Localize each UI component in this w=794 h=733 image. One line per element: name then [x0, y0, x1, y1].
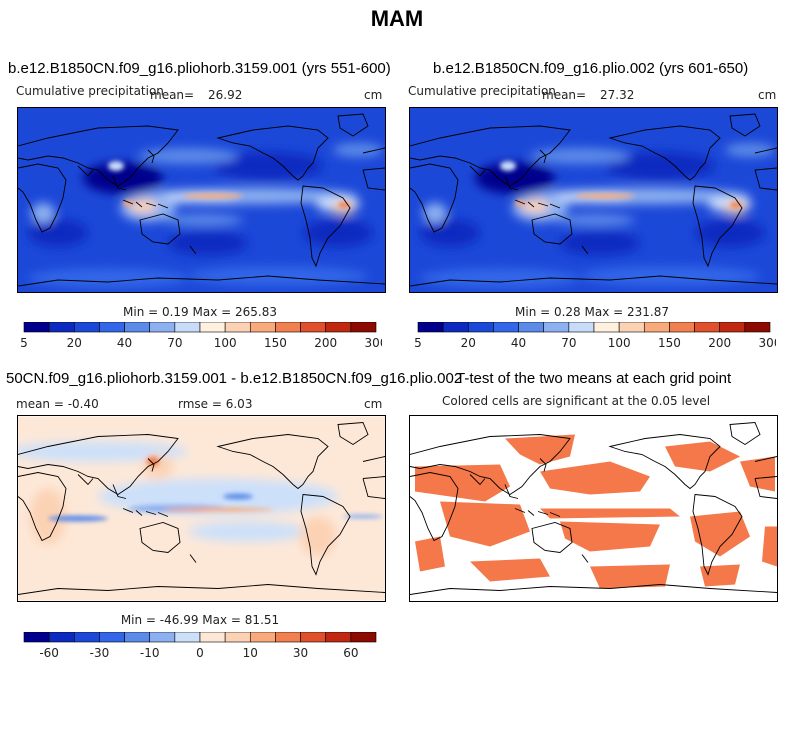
- colorbar-swatch: [275, 632, 301, 643]
- panel-3-mean: mean = -0.40: [16, 397, 99, 411]
- colorbar-tick-label: 20: [461, 336, 476, 350]
- colorbar-swatch: [694, 322, 721, 333]
- colorbar-tick-label: 5: [20, 336, 28, 350]
- panel-1-title: b.e12.B1850CN.f09_g16.pliohorb.3159.001 …: [8, 60, 391, 77]
- colorbar-swatch: [199, 322, 226, 333]
- colorbar-tick-label: 5: [414, 336, 422, 350]
- colorbar-swatch: [224, 322, 251, 333]
- colorbar-swatch: [669, 322, 695, 333]
- panel-2-colorbar: 5 20 40 70 100 150 200 300: [414, 322, 776, 350]
- colorbar-swatch: [199, 632, 226, 643]
- panel-1-colorbar: 5 20 40 70 100 150 200 300: [20, 322, 382, 350]
- colorbar-swatch: [99, 632, 125, 643]
- colorbar-tick-label: 300: [365, 336, 382, 350]
- panel-3-units: cm: [364, 397, 383, 411]
- colorbar-swatch: [174, 322, 201, 333]
- colorbar-tick-label: 70: [167, 336, 182, 350]
- colorbar-tick-label: 60: [343, 646, 358, 660]
- colorbar-tick-label: 40: [117, 336, 132, 350]
- colorbar-swatch: [325, 632, 352, 643]
- panel-4-title: T-test of the two means at each grid poi…: [456, 370, 732, 387]
- colorbar-swatch: [568, 322, 595, 333]
- page-title: MAM: [370, 6, 424, 31]
- panel-2-mean-value: 27.32: [600, 88, 635, 102]
- colorbar-swatch: [224, 632, 251, 643]
- panel-3-stats: Min = -46.99 Max = 81.51: [120, 613, 280, 627]
- colorbar-tick-label: 150: [658, 336, 681, 350]
- panel-4-subtitle: Colored cells are significant at the 0.0…: [442, 394, 711, 408]
- colorbar-swatch: [275, 322, 301, 333]
- colorbar-swatch: [23, 322, 50, 333]
- colorbar-swatch: [467, 322, 494, 333]
- colorbar-tick-label: 300: [759, 336, 776, 350]
- colorbar-tick-label: -30: [90, 646, 110, 660]
- colorbar-swatch: [643, 322, 670, 333]
- colorbar-tick-label: 10: [243, 646, 258, 660]
- panel-1-variable-label: Cumulative precipitation: [16, 84, 164, 98]
- panel-3-rmse: rmse = 6.03: [178, 397, 253, 411]
- colorbar-swatch: [73, 632, 100, 643]
- colorbar-swatch: [442, 322, 469, 333]
- colorbar-swatch: [174, 632, 201, 643]
- panel-1-mean-value: 26.92: [208, 88, 243, 102]
- panel-1-stats: Min = 0.19 Max = 265.83: [123, 305, 277, 319]
- panel-4-map: [409, 415, 778, 602]
- colorbar-swatch: [124, 632, 151, 643]
- panel-2-variable-label: Cumulative precipitation: [408, 84, 556, 98]
- colorbar-tick-label: 200: [314, 336, 337, 350]
- panel-2-stats: Min = 0.28 Max = 231.87: [515, 305, 669, 319]
- colorbar-swatch: [23, 632, 50, 643]
- colorbar-tick-label: 20: [67, 336, 82, 350]
- panel-1-mean-label: mean=: [150, 88, 195, 102]
- colorbar-swatch: [73, 322, 100, 333]
- colorbar-swatch: [325, 322, 352, 333]
- colorbar-tick-label: 70: [561, 336, 576, 350]
- colorbar-swatch: [99, 322, 125, 333]
- colorbar-swatch: [124, 322, 151, 333]
- colorbar-swatch: [249, 632, 276, 643]
- colorbar-swatch: [300, 632, 327, 643]
- colorbar-swatch: [543, 322, 570, 333]
- colorbar-tick-label: 100: [608, 336, 631, 350]
- panel-2-mean-label: mean=: [542, 88, 587, 102]
- colorbar-swatch: [493, 322, 519, 333]
- colorbar-swatch: [719, 322, 746, 333]
- colorbar-tick-label: 0: [196, 646, 204, 660]
- panel-1-map: [17, 107, 386, 293]
- panel-2-title: b.e12.B1850CN.f09_g16.plio.002 (yrs 601-…: [433, 60, 749, 77]
- colorbar-swatch: [350, 322, 377, 333]
- colorbar-swatch: [249, 322, 276, 333]
- colorbar-swatch: [300, 322, 327, 333]
- panel-1-units: cm: [364, 88, 383, 102]
- colorbar-swatch: [149, 632, 176, 643]
- panel-2-units: cm: [758, 88, 777, 102]
- colorbar-swatch: [618, 322, 645, 333]
- colorbar-swatch: [593, 322, 620, 333]
- colorbar-tick-label: 100: [214, 336, 237, 350]
- colorbar-swatch: [149, 322, 176, 333]
- colorbar-tick-label: 200: [708, 336, 731, 350]
- colorbar-tick-label: 150: [264, 336, 287, 350]
- panel-3-colorbar: -60 -30 -10 0 10 30 60: [23, 632, 377, 660]
- colorbar-tick-label: 30: [293, 646, 308, 660]
- colorbar-tick-label: -60: [39, 646, 59, 660]
- colorbar-swatch: [518, 322, 545, 333]
- panel-3-map: [17, 415, 386, 602]
- colorbar-swatch: [417, 322, 444, 333]
- panel-3-title: 50CN.f09_g16.pliohorb.3159.001 - b.e12.B…: [6, 370, 463, 387]
- colorbar-swatch: [48, 322, 75, 333]
- panel-2-map: [409, 107, 778, 293]
- colorbar-swatch: [744, 322, 771, 333]
- colorbar-swatch: [350, 632, 377, 643]
- colorbar-tick-label: -10: [140, 646, 160, 660]
- colorbar-tick-label: 40: [511, 336, 526, 350]
- colorbar-swatch: [48, 632, 75, 643]
